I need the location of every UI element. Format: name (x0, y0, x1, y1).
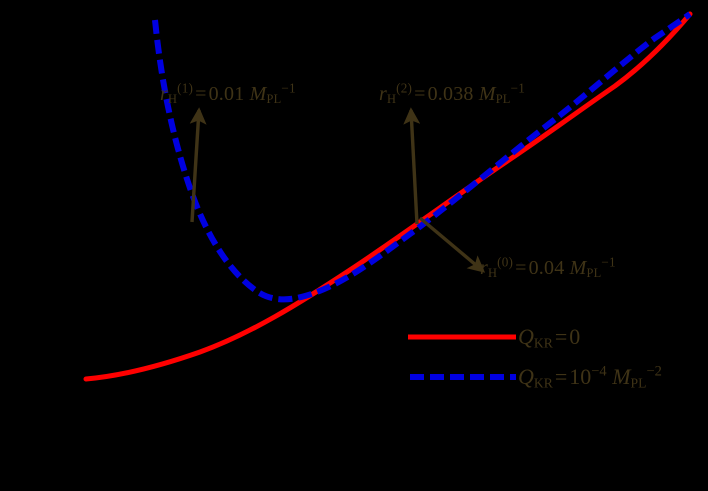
legend-1-symbol: Q (518, 324, 534, 349)
annotation-r0-unit-symbol: M (569, 257, 587, 279)
annotation-r1-unit-symbol: M (249, 83, 267, 105)
legend-2-equals: = (554, 364, 568, 389)
annotation-r1-subscript: H (167, 92, 178, 107)
annotation-r2-unit-subscript: PL (495, 92, 511, 107)
arrow-r0 (418, 216, 486, 273)
legend-2-symbol: Q (518, 364, 534, 389)
annotation-r2-unit-symbol: M (478, 83, 496, 105)
annotation-r1-superscript: (1) (177, 80, 194, 96)
arrow-r1 (189, 107, 207, 223)
annotation-r0-unit-exponent: −1 (601, 254, 616, 270)
annotation-r0-equals: = (515, 257, 527, 279)
annotation-r1-value: 0.01 (208, 83, 245, 105)
annotation-r0: rH(0) = 0.04 MPL−1 (480, 255, 616, 281)
annotation-r0-symbol: r (480, 257, 488, 279)
annotation-r2-unit-exponent: −1 (510, 80, 525, 96)
annotation-r2-value: 0.038 (427, 83, 474, 105)
annotation-r0-superscript: (0) (497, 254, 514, 270)
annotation-r0-unit-subscript: PL (586, 266, 602, 281)
annotation-r0-value: 0.04 (528, 257, 565, 279)
annotation-r1-unit-subscript: PL (266, 92, 282, 107)
legend-2-unit-symbol: M (612, 364, 631, 389)
annotation-r1-symbol: r (160, 83, 168, 105)
annotation-r2-subscript: H (386, 92, 397, 107)
annotation-r2-symbol: r (379, 83, 387, 105)
legend-1-subscript: KR (533, 335, 553, 351)
arrow-r2 (403, 107, 421, 225)
annotation-r1-unit-exponent: −1 (281, 80, 296, 96)
legend-2-value: 10 (569, 364, 592, 389)
legend-1-equals: = (554, 324, 568, 349)
annotation-r1-equals: = (195, 83, 207, 105)
annotation-r0-subscript: H (487, 266, 498, 281)
curve-qkr-zero (83, 11, 693, 382)
legend-2-subscript: KR (533, 375, 553, 391)
legend-2-value-exponent: −4 (591, 363, 607, 380)
legend-label-qkr-zero: QKR=0 (518, 324, 581, 351)
legend-1-value: 0 (569, 324, 581, 349)
legend-2-unit-subscript: PL (630, 375, 647, 391)
legend-label-qkr-1e-4: QKR=10−4 MPL−2 (518, 363, 662, 391)
annotation-r2-equals: = (414, 83, 426, 105)
curve-qkr-1e-4 (152, 11, 692, 303)
annotation-r2: rH(2) = 0.038 MPL−1 (379, 81, 525, 107)
legend-2-unit-exponent: −2 (646, 363, 662, 380)
annotation-r1: rH(1) = 0.01 MPL−1 (160, 81, 296, 107)
annotation-r2-superscript: (2) (396, 80, 413, 96)
